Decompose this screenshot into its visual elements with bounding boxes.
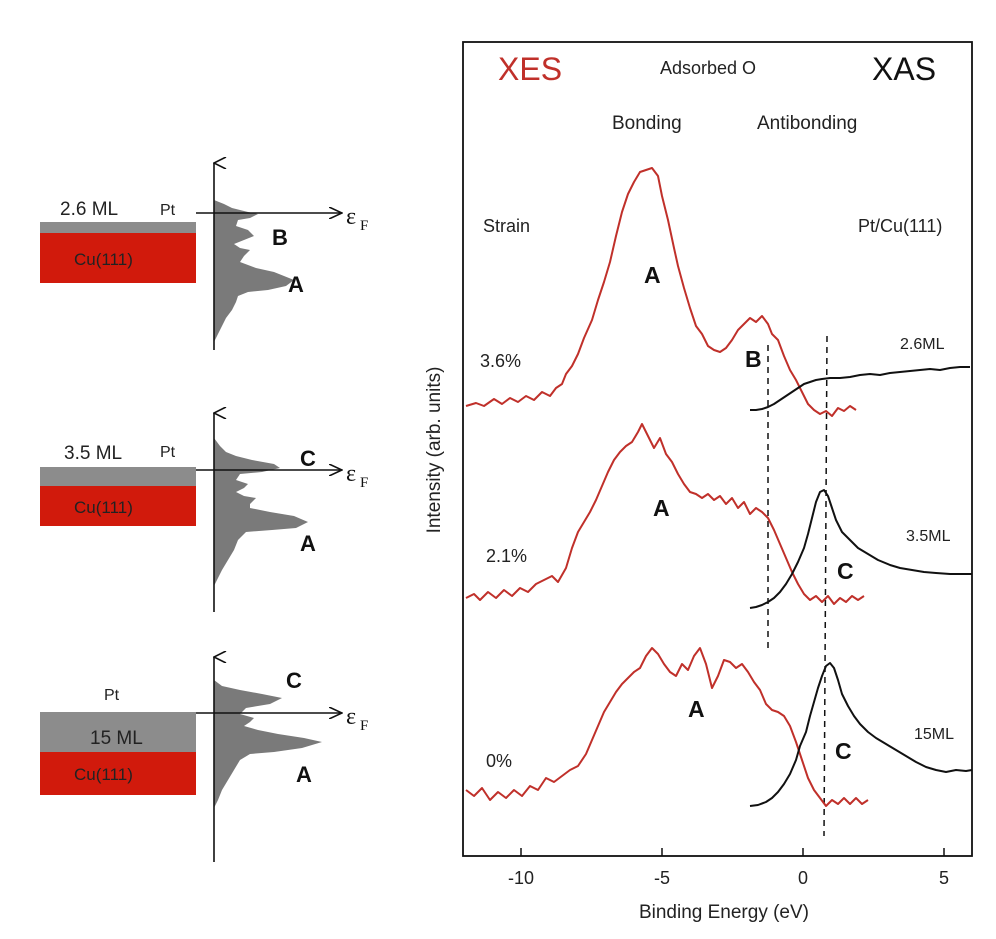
antibonding-label: Antibonding bbox=[757, 113, 857, 134]
thickness-label: 3.5 ML bbox=[64, 443, 122, 464]
x-tick-label: -10 bbox=[508, 868, 534, 888]
peak-label-b: B bbox=[272, 225, 288, 250]
x-tick-label: 0 bbox=[798, 868, 808, 888]
x-tick-label: -5 bbox=[654, 868, 670, 888]
substrate-label: Cu(111) bbox=[74, 498, 133, 517]
plot-frame bbox=[462, 41, 973, 857]
strain-value: 2.1% bbox=[486, 546, 527, 566]
xas-curve bbox=[750, 366, 970, 411]
fermi-symbol: ε bbox=[346, 461, 356, 487]
xes-curve bbox=[465, 647, 869, 807]
peak-label-a: A bbox=[288, 272, 304, 297]
fermi-subscript: F bbox=[360, 475, 368, 491]
xes-curve bbox=[465, 423, 865, 605]
pt-layer bbox=[40, 467, 196, 486]
thickness-label: 2.6 ML bbox=[60, 199, 118, 220]
substrate-label: Cu(111) bbox=[74, 765, 133, 784]
strain-header: Strain bbox=[483, 216, 530, 236]
panel-15ml: Cu(111) 15 ML Pt ε F C A bbox=[40, 657, 368, 862]
coverage-label: 15ML bbox=[914, 726, 954, 743]
cu-substrate bbox=[40, 233, 196, 283]
substrate-label: Cu(111) bbox=[74, 250, 133, 269]
xes-peak-b: B bbox=[745, 346, 762, 372]
peak-label-c: C bbox=[300, 446, 316, 471]
overlayer-label: Pt bbox=[160, 444, 176, 461]
spectra-plot: XES Adsorbed O XAS Bonding Antibonding S… bbox=[424, 41, 973, 923]
xas-curve bbox=[749, 662, 973, 807]
fermi-symbol: ε bbox=[346, 704, 356, 730]
adsorbate-label: Adsorbed O bbox=[660, 58, 756, 78]
coverage-label: 2.6ML bbox=[900, 336, 945, 353]
dos-curve bbox=[214, 200, 294, 342]
pt-layer bbox=[40, 712, 196, 752]
strain-value: 0% bbox=[486, 751, 512, 771]
xes-peak-a: A bbox=[688, 696, 705, 722]
x-tick-label: 5 bbox=[939, 868, 949, 888]
xas-peak-c: C bbox=[835, 738, 852, 764]
cu-substrate bbox=[40, 486, 196, 526]
dos-curve bbox=[214, 680, 322, 808]
x-axis-title: Binding Energy (eV) bbox=[639, 902, 809, 923]
fermi-subscript: F bbox=[360, 218, 368, 234]
overlayer-label: Pt bbox=[160, 202, 176, 219]
xes-peak-a: A bbox=[644, 262, 661, 288]
cu-substrate bbox=[40, 752, 196, 795]
coverage-label: 3.5ML bbox=[906, 528, 951, 545]
peak-label-c: C bbox=[286, 668, 302, 693]
strain-value: 3.6% bbox=[480, 351, 521, 371]
xas-label: XAS bbox=[872, 51, 936, 87]
thickness-label: 15 ML bbox=[90, 728, 143, 749]
y-axis-title: Intensity (arb. units) bbox=[424, 367, 445, 534]
xes-curve bbox=[465, 167, 857, 417]
xas-curve bbox=[749, 489, 972, 609]
xes-label: XES bbox=[498, 51, 562, 87]
x-axis bbox=[520, 848, 945, 856]
system-header: Pt/Cu(111) bbox=[858, 216, 942, 236]
panel-3.5ml: Cu(111) 3.5 ML Pt ε F C A bbox=[40, 413, 368, 612]
xas-peak-c: C bbox=[837, 558, 854, 584]
peak-label-a: A bbox=[296, 762, 312, 787]
bonding-label: Bonding bbox=[612, 113, 682, 134]
xes-peak-a: A bbox=[653, 495, 670, 521]
pt-layer bbox=[40, 222, 196, 233]
dos-curve bbox=[214, 438, 308, 586]
overlayer-label: Pt bbox=[104, 687, 120, 704]
fermi-subscript: F bbox=[360, 718, 368, 734]
panel-2.6ml: Cu(111) 2.6 ML Pt ε F B A bbox=[40, 163, 368, 350]
fermi-symbol: ε bbox=[346, 204, 356, 230]
peak-label-a: A bbox=[300, 531, 316, 556]
